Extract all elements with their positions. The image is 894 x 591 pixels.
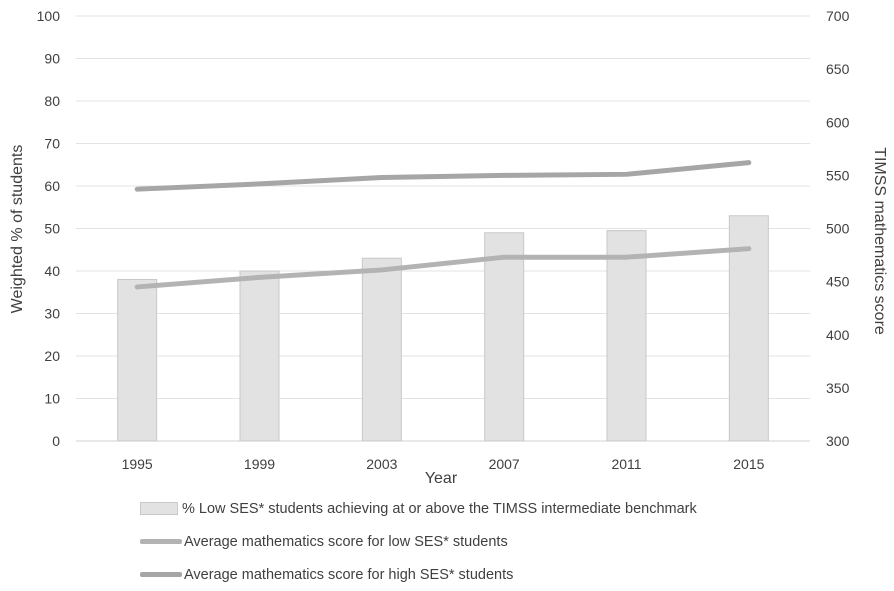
- y-tick-label: 40: [44, 263, 60, 279]
- y2-tick-label: 600: [826, 114, 850, 130]
- legend-label-low-ses: Average mathematics score for low SES* s…: [184, 533, 508, 550]
- legend-item-low-ses: Average mathematics score for low SES* s…: [140, 525, 697, 558]
- y2-tick-label: 450: [826, 274, 850, 290]
- x-tick-label: 1995: [122, 456, 153, 472]
- bar: [117, 279, 158, 442]
- x-axis-title: Year: [425, 470, 458, 487]
- left-axis-ticks: 0 10 20 30 40 50 60 70 80 90 100: [37, 8, 61, 449]
- y2-tick-label: 550: [826, 167, 850, 183]
- x-tick-label: 2007: [489, 456, 520, 472]
- bar: [606, 230, 647, 442]
- y-tick-label: 0: [52, 433, 60, 449]
- y-axis-title: Weighted % of students: [9, 145, 26, 314]
- y2-tick-label: 700: [826, 8, 850, 24]
- bar: [239, 270, 280, 442]
- line-high-ses: [134, 160, 752, 192]
- bar: [728, 215, 769, 442]
- y2-tick-label: 400: [826, 327, 850, 343]
- y2-tick-label: 300: [826, 433, 850, 449]
- line-low-ses: [134, 246, 752, 290]
- legend: % Low SES* students achieving at or abov…: [140, 492, 697, 591]
- y-tick-label: 30: [44, 306, 60, 322]
- y2-axis-title: TIMSS mathematics score: [871, 147, 888, 335]
- y-tick-label: 20: [44, 348, 60, 364]
- y-tick-label: 10: [44, 391, 60, 407]
- x-tick-label: 2011: [611, 456, 641, 472]
- y-tick-label: 80: [44, 93, 60, 109]
- y-tick-label: 70: [44, 136, 60, 152]
- x-axis-ticks: 1995 1999 2003 2007 2011 2015: [122, 456, 765, 472]
- bar: [484, 232, 525, 442]
- y-tick-label: 60: [44, 178, 60, 194]
- legend-item-high-ses: Average mathematics score for high SES* …: [140, 558, 697, 591]
- legend-label-bar: % Low SES* students achieving at or abov…: [182, 500, 697, 517]
- bar: [361, 257, 402, 442]
- legend-label-high-ses: Average mathematics score for high SES* …: [184, 566, 514, 583]
- line-series: [134, 160, 752, 290]
- y2-tick-label: 500: [826, 221, 850, 237]
- y-tick-label: 100: [37, 8, 61, 24]
- y-tick-label: 50: [44, 221, 60, 237]
- y2-tick-label: 650: [826, 61, 850, 77]
- y2-tick-label: 350: [826, 380, 850, 396]
- legend-line-swatch-high: [140, 572, 182, 577]
- legend-line-swatch-low: [140, 539, 182, 544]
- legend-bar-swatch: [140, 502, 178, 515]
- bar-series: [117, 215, 769, 442]
- x-tick-label: 2015: [733, 456, 764, 472]
- x-tick-label: 2003: [366, 456, 397, 472]
- right-axis-ticks: 300 350 400 450 500 550 600 650 700: [826, 8, 850, 449]
- y-tick-label: 90: [44, 51, 60, 67]
- x-tick-label: 1999: [244, 456, 275, 472]
- gridlines: [76, 15, 810, 442]
- legend-item-bar: % Low SES* students achieving at or abov…: [140, 492, 697, 525]
